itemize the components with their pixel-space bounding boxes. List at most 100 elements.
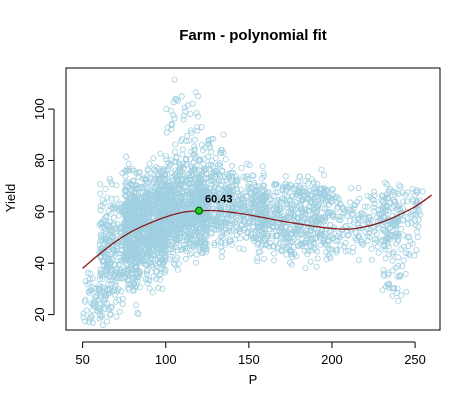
scatter-point: [137, 284, 144, 291]
scatter-point: [81, 298, 88, 305]
scatter-point: [132, 182, 139, 189]
scatter-point: [337, 217, 344, 224]
scatter-point: [181, 231, 188, 238]
scatter-point: [392, 198, 399, 205]
scatter-point: [227, 193, 234, 200]
scatter-point: [161, 171, 168, 178]
scatter-point: [108, 181, 115, 188]
scatter-point: [215, 238, 222, 245]
scatter-point: [390, 221, 397, 228]
scatter-point: [230, 217, 237, 224]
scatter-point: [99, 284, 106, 291]
scatter-point: [269, 233, 276, 240]
scatter-point: [415, 216, 422, 223]
scatter-point: [188, 183, 195, 190]
scatter-point: [301, 189, 308, 196]
scatter-point: [126, 215, 133, 222]
scatter-point: [157, 270, 164, 277]
scatter-point: [128, 257, 135, 264]
scatter-point: [172, 244, 179, 251]
scatter-point: [244, 207, 251, 214]
scatter-point: [371, 204, 378, 211]
scatter-point: [155, 165, 162, 172]
scatter-point: [292, 198, 299, 205]
scatter-point: [397, 272, 404, 279]
scatter-point: [292, 185, 299, 192]
scatter-point: [124, 271, 131, 278]
scatter-point: [187, 111, 194, 118]
scatter-point: [106, 238, 113, 245]
scatter-point: [278, 223, 285, 230]
scatter-point: [255, 235, 262, 242]
scatter-point: [188, 250, 195, 257]
scatter-point: [382, 255, 389, 262]
scatter-point: [410, 211, 417, 218]
scatter-point: [289, 192, 296, 199]
highlight-label: 60.43: [205, 194, 233, 206]
scatter-point: [191, 231, 198, 238]
scatter-point: [275, 196, 282, 203]
scatter-point: [160, 172, 167, 179]
scatter-point: [186, 185, 193, 192]
scatter-point: [308, 227, 315, 234]
scatter-point: [161, 237, 168, 244]
scatter-point: [309, 176, 316, 183]
scatter-point: [399, 210, 406, 217]
scatter-point: [106, 175, 113, 182]
scatter-point: [168, 122, 175, 129]
scatter-point: [130, 188, 137, 195]
scatter-point: [80, 310, 87, 317]
scatter-point: [184, 132, 191, 139]
scatter-point: [196, 156, 203, 163]
scatter-point: [389, 250, 396, 257]
scatter-point: [167, 253, 174, 260]
scatter-point: [227, 195, 234, 202]
scatter-point: [159, 285, 166, 292]
scatter-point: [365, 216, 372, 223]
scatter-point: [178, 198, 185, 205]
scatter-point: [137, 247, 144, 254]
scatter-point: [183, 221, 190, 228]
scatter-point: [102, 244, 109, 251]
scatter-point: [374, 243, 381, 250]
scatter-point: [146, 285, 153, 292]
scatter-point: [236, 228, 243, 235]
scatter-point: [201, 203, 208, 210]
scatter-point: [252, 191, 259, 198]
scatter-point: [271, 250, 278, 257]
scatter-point: [172, 256, 179, 263]
scatter-point: [104, 261, 111, 268]
scatter-point: [166, 229, 173, 236]
scatter-point: [163, 238, 170, 245]
scatter-point: [314, 255, 321, 262]
scatter-point: [260, 169, 267, 176]
scatter-point: [380, 267, 387, 274]
scatter-point: [100, 258, 107, 265]
scatter-point: [178, 229, 185, 236]
scatter-point: [146, 234, 153, 241]
scatter-point: [173, 174, 180, 181]
scatter-point: [288, 231, 295, 238]
scatter-point: [124, 241, 131, 248]
scatter-point: [403, 288, 410, 295]
scatter-point: [96, 315, 103, 322]
scatter-point: [101, 306, 108, 313]
scatter-point: [172, 171, 179, 178]
scatter-point: [150, 179, 157, 186]
scatter-point: [164, 188, 171, 195]
scatter-point: [103, 292, 110, 299]
scatter-point: [98, 233, 105, 240]
scatter-point: [101, 254, 108, 261]
scatter-point: [259, 163, 266, 170]
scatter-point: [397, 183, 404, 190]
scatter-point: [253, 211, 260, 218]
scatter-point: [165, 218, 172, 225]
scatter-point: [97, 272, 104, 279]
scatter-point: [395, 297, 402, 304]
scatter-point: [387, 186, 394, 193]
scatter-point: [127, 196, 134, 203]
scatter-point: [235, 245, 242, 252]
scatter-point: [327, 221, 334, 228]
scatter-point: [345, 247, 352, 254]
